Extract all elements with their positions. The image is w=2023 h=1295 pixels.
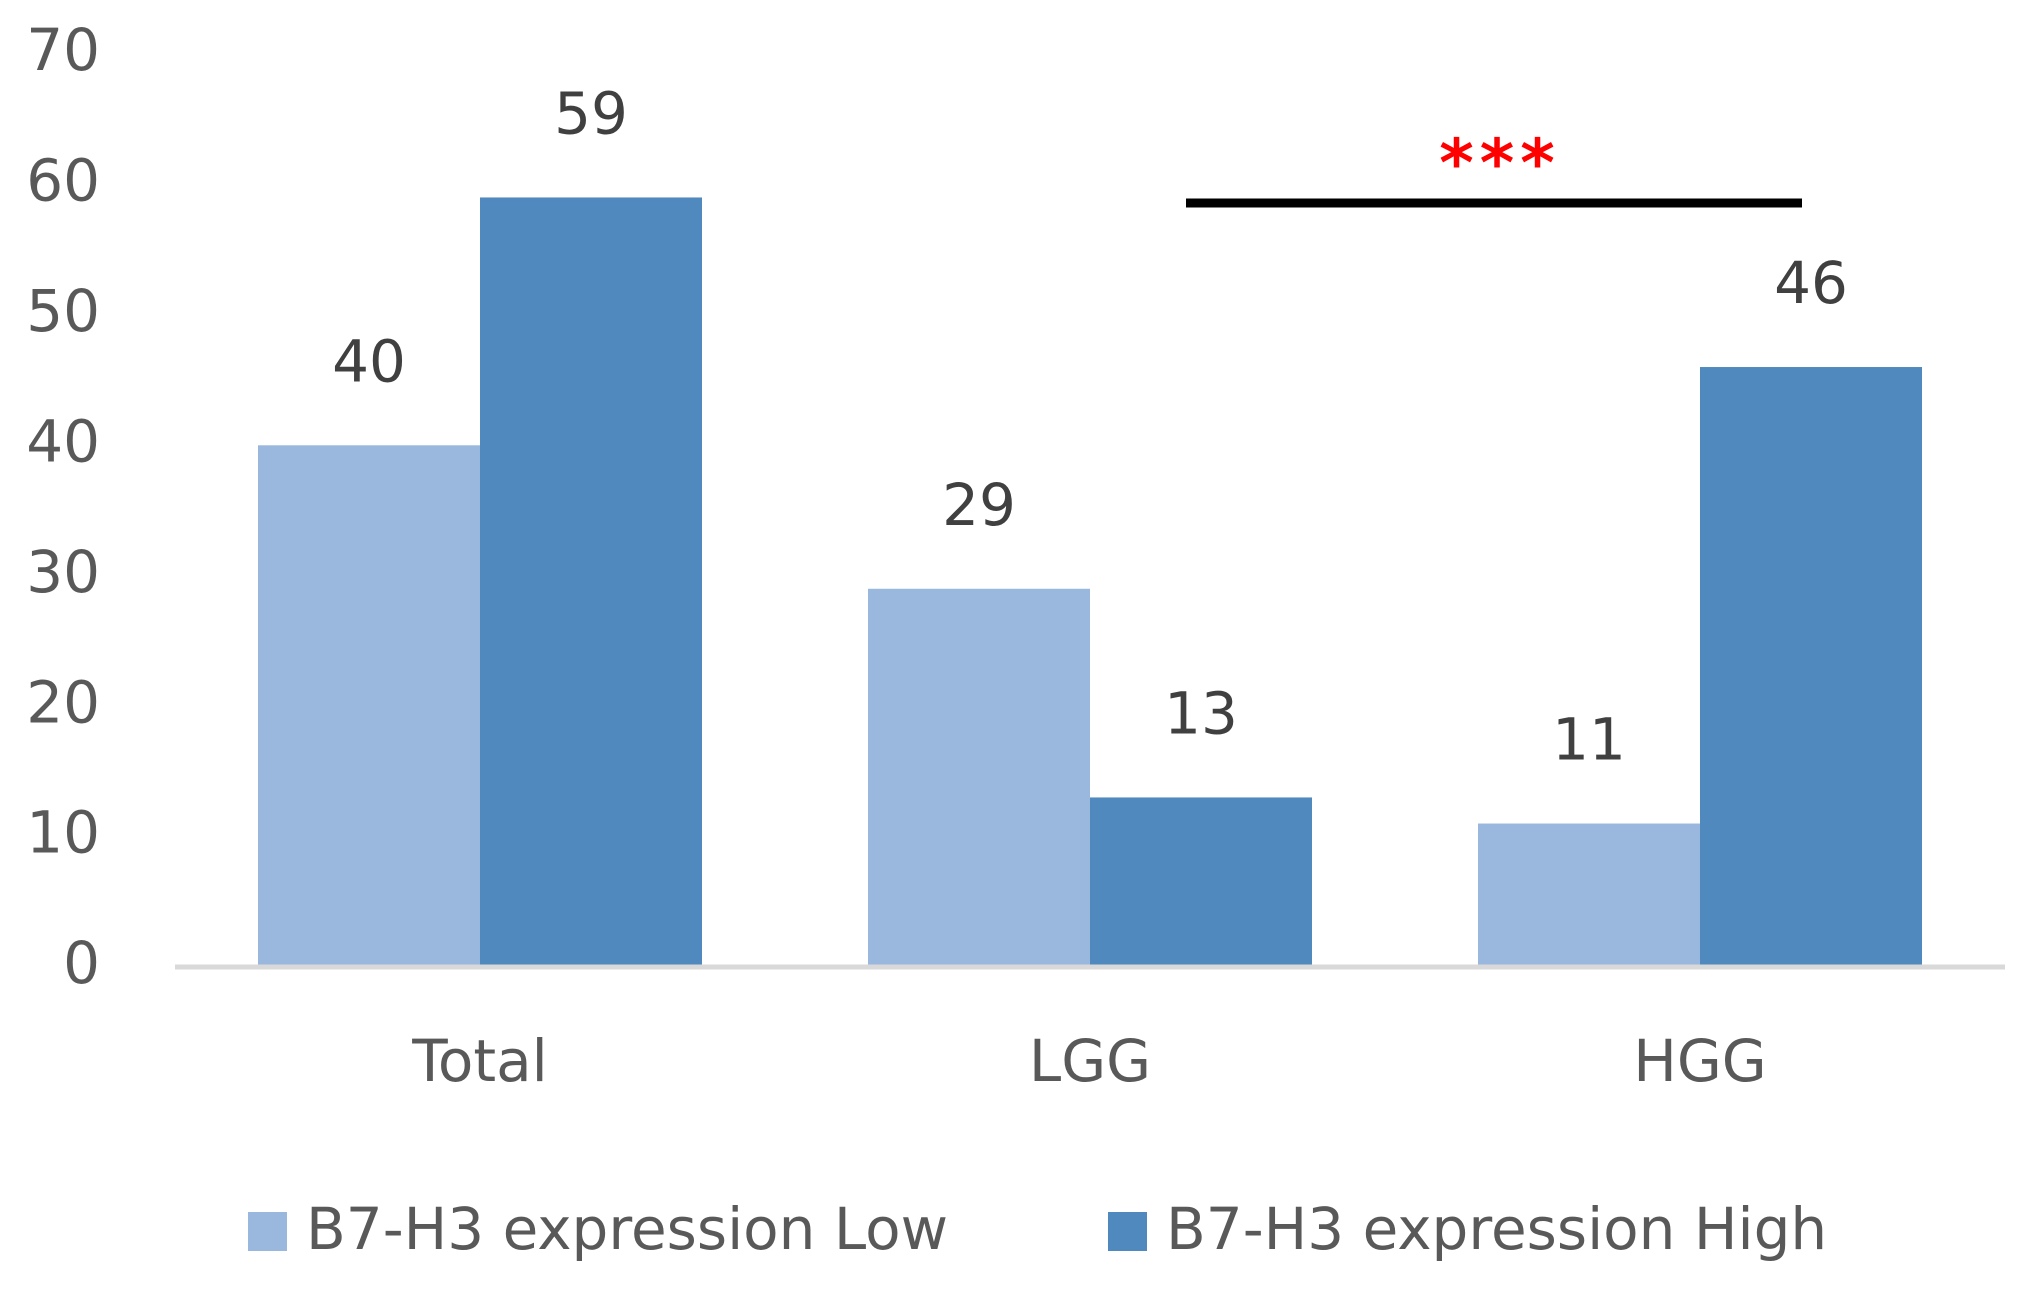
bar [1090, 797, 1312, 967]
x-tick-label: Total [411, 1027, 547, 1095]
value-label: 11 [1552, 706, 1626, 774]
annotation: *** [1439, 125, 1561, 202]
value-label: 29 [942, 471, 1016, 539]
value-label: 46 [1774, 249, 1848, 317]
y-tick-label: 30 [26, 538, 100, 606]
bar [1478, 823, 1700, 967]
bar [480, 197, 702, 967]
legend-label: B7-H3 expression Low [306, 1195, 948, 1263]
x-tick-label: LGG [1029, 1027, 1151, 1095]
legend-swatch [1108, 1212, 1147, 1251]
y-tick-label: 10 [26, 799, 100, 867]
y-tick-label: 20 [26, 668, 100, 736]
value-label: 13 [1164, 680, 1238, 748]
x-tick-label: HGG [1633, 1027, 1767, 1095]
y-tick-label: 60 [26, 147, 100, 215]
y-tick-label: 40 [26, 407, 100, 475]
value-label: 40 [332, 327, 406, 395]
bar [868, 588, 1090, 967]
y-tick-label: 70 [26, 16, 100, 84]
legend-swatch [248, 1212, 287, 1251]
y-tick-label: 0 [63, 929, 100, 997]
bar [1700, 367, 1922, 967]
bar [258, 445, 480, 967]
value-label: 59 [554, 80, 628, 148]
y-tick-label: 50 [26, 277, 100, 345]
legend-label: B7-H3 expression High [1166, 1195, 1827, 1263]
